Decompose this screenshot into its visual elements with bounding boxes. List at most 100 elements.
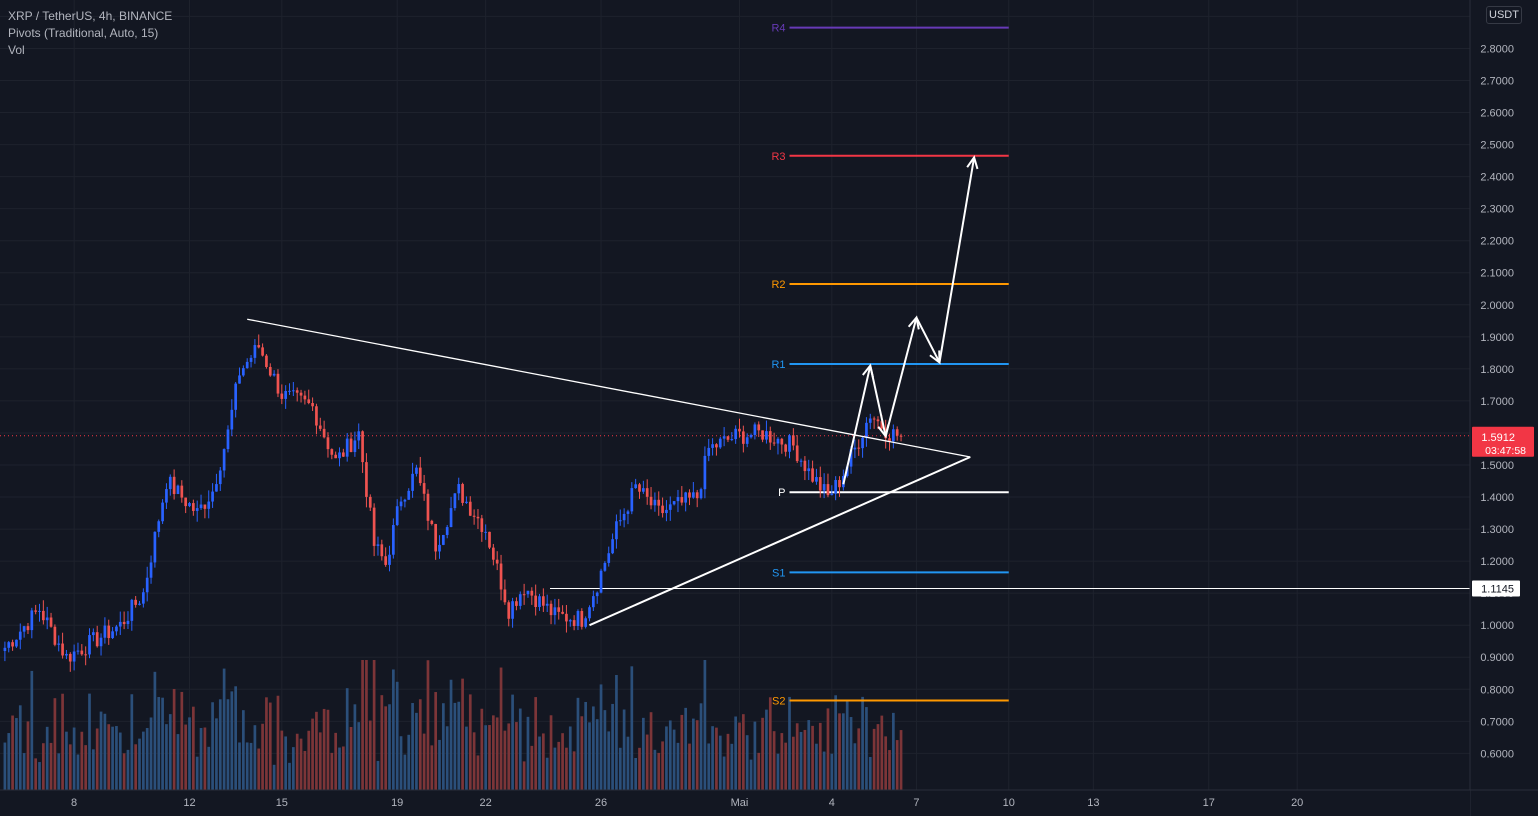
volume-bar — [361, 660, 364, 790]
candle-body — [772, 442, 776, 444]
volume-bar — [134, 744, 138, 790]
candle-body — [626, 511, 630, 514]
volume-bar — [211, 702, 214, 790]
candle-body — [795, 445, 799, 462]
volume-bar — [165, 724, 168, 790]
volume-bar — [407, 734, 411, 790]
arrow-line — [842, 365, 872, 485]
volume-bar — [395, 681, 399, 790]
candle-body — [226, 429, 230, 450]
candle-body — [199, 504, 203, 509]
volume-bar — [753, 721, 757, 790]
price-tick-label: 2.1000 — [1480, 268, 1514, 280]
volume-bar — [399, 736, 403, 790]
time-tick-label: 19 — [391, 797, 403, 809]
volume-bar — [707, 743, 711, 790]
candle-body — [645, 488, 649, 497]
symbol-title[interactable]: XRP / TetherUS, 4h, BINANCE — [8, 9, 173, 23]
volume-bar — [345, 688, 349, 790]
volume-bar — [126, 749, 130, 790]
volume-bar — [538, 736, 541, 790]
candle-body — [418, 467, 422, 484]
volume-bar — [638, 747, 641, 790]
candle-body — [730, 439, 734, 441]
price-axis[interactable]: 2.8000 2.7000 2.6000 2.5000 2.4000 2.3000 2.20… — [1469, 0, 1538, 816]
candle-body — [57, 643, 61, 645]
volume-indicator-label[interactable]: Vol — [8, 43, 25, 57]
user-drawings[interactable] — [247, 155, 979, 627]
volume-bar — [580, 716, 584, 790]
candle-body — [449, 508, 453, 528]
volume-bar — [15, 718, 18, 790]
volume-bar — [830, 753, 834, 790]
candle-body — [861, 437, 864, 449]
candle-body — [718, 438, 722, 448]
candle-body — [222, 449, 226, 471]
volume-bar — [780, 733, 784, 790]
candle-body — [95, 632, 99, 647]
pivot-label-p: P — [778, 487, 785, 499]
candle-body — [545, 603, 549, 606]
volume-bar — [738, 722, 741, 790]
price-tick-label: 0.9000 — [1480, 652, 1514, 664]
candle-body — [895, 429, 899, 436]
candle-body — [638, 484, 641, 492]
candle-body — [403, 499, 407, 502]
volume-bar — [80, 731, 84, 790]
price-tick-label: 1.9000 — [1480, 332, 1514, 344]
candle-body — [242, 368, 245, 376]
candle-body — [665, 509, 668, 514]
time-axis[interactable]: 8 12 15 19 22 26 Mai 4 7 10 13 17 20 — [0, 789, 1538, 816]
volume-bar — [472, 732, 476, 790]
volume-bar — [61, 693, 64, 790]
volume-bar — [549, 715, 553, 790]
volume-bar — [430, 745, 434, 790]
volume-bar — [161, 697, 164, 790]
arrow-line — [938, 157, 976, 363]
volume-bar — [388, 704, 391, 790]
volume-bar — [680, 714, 684, 790]
candle-body — [780, 438, 784, 445]
time-tick-label: 17 — [1203, 797, 1215, 809]
volume-bar — [892, 712, 895, 790]
candle-body — [453, 493, 457, 509]
currency-badge[interactable]: USDT — [1486, 6, 1522, 24]
volume-bar — [218, 699, 222, 790]
candle-body — [211, 491, 214, 502]
candle-body — [257, 345, 261, 348]
volume-bar — [357, 722, 361, 790]
volume-bar — [542, 733, 545, 790]
volume-bar — [880, 715, 884, 790]
candle-body — [49, 617, 53, 627]
candle-body — [238, 375, 241, 384]
candle-body — [303, 395, 307, 400]
volume-bar — [468, 694, 472, 790]
candle-body — [742, 431, 745, 444]
volume-bar — [515, 722, 518, 790]
time-axis-bg — [0, 790, 1470, 816]
candle-body — [699, 489, 703, 499]
candle-body — [492, 547, 495, 560]
hline-price-label: 1.1145 — [1481, 584, 1514, 596]
volume-bar — [92, 749, 95, 790]
candle-body — [776, 438, 780, 444]
volume-bar — [57, 753, 61, 790]
candle-body — [126, 620, 130, 625]
volume-bar — [276, 695, 280, 790]
volume-bar — [415, 712, 418, 790]
candle-body — [592, 596, 595, 608]
time-tick-label: 10 — [1003, 797, 1015, 809]
volume-bar — [872, 728, 876, 790]
candle-body — [372, 507, 376, 546]
volume-bar — [865, 707, 868, 790]
volume-bar — [518, 708, 522, 790]
horizontal-line[interactable] — [0, 435, 1470, 590]
volume-bar — [7, 733, 11, 790]
candle-body — [280, 393, 284, 399]
candle-body — [549, 603, 553, 616]
pivot-label-s2: S2 — [772, 695, 785, 707]
volume-bar — [334, 732, 338, 790]
pivots-indicator-label[interactable]: Pivots (Traditional, Auto, 15) — [8, 26, 159, 40]
volume-bar — [138, 738, 141, 790]
